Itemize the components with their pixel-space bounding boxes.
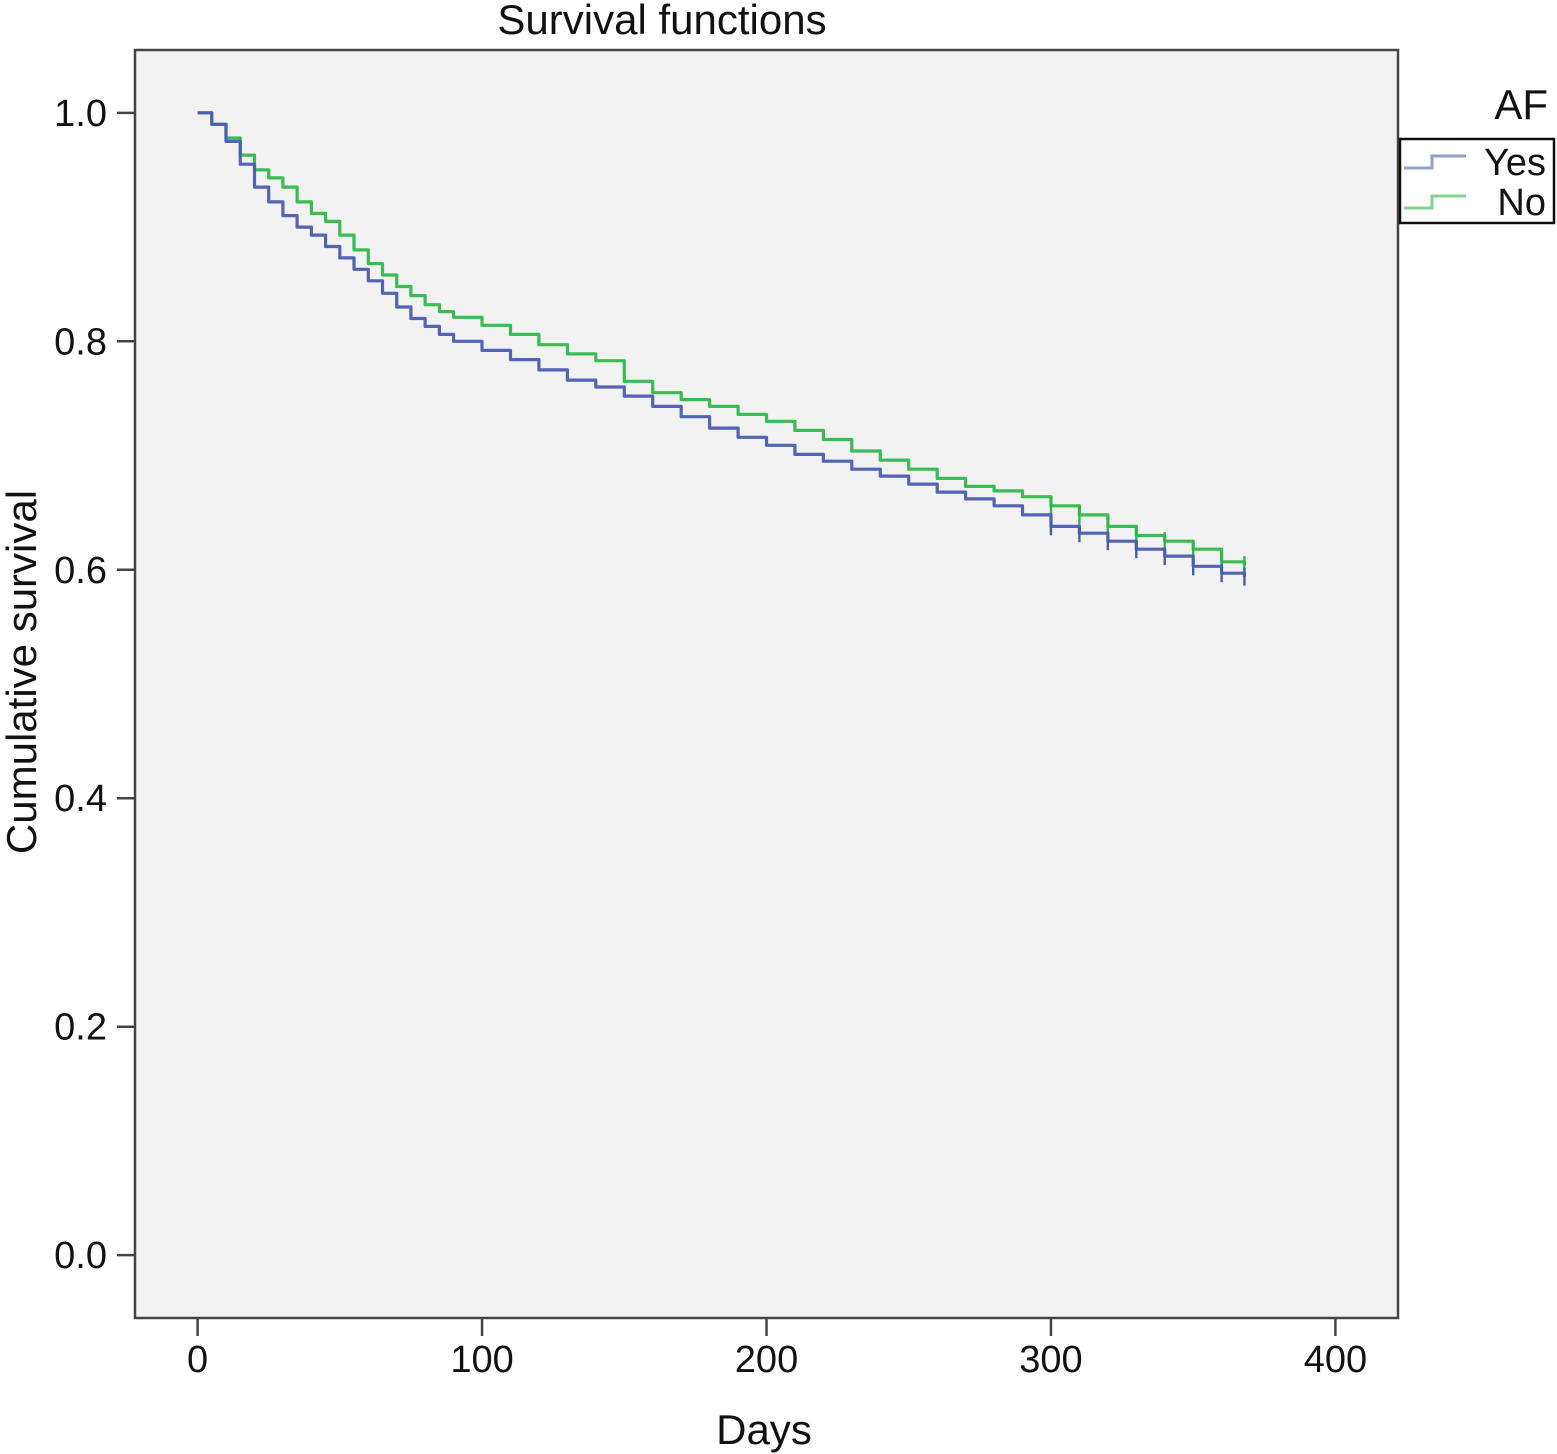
x-tick-label: 0 bbox=[187, 1339, 208, 1381]
legend-swatch-yes bbox=[1404, 154, 1466, 170]
legend-box bbox=[1398, 137, 1556, 225]
y-tick-label: 1.0 bbox=[54, 93, 107, 135]
y-tick-label: 0.6 bbox=[54, 550, 107, 592]
y-tick-label: 0.0 bbox=[54, 1235, 107, 1277]
y-tick-label: 0.2 bbox=[54, 1007, 107, 1049]
x-tick-label: 400 bbox=[1304, 1339, 1367, 1381]
x-tick-label: 100 bbox=[450, 1339, 513, 1381]
chart-title: Survival functions bbox=[497, 0, 826, 43]
y-tick-label: 0.8 bbox=[54, 321, 107, 363]
legend-label-yes: Yes bbox=[1484, 142, 1546, 184]
x-tick-label: 300 bbox=[1019, 1339, 1082, 1381]
plot-background bbox=[133, 48, 1400, 1320]
x-axis-title: Days bbox=[716, 1406, 812, 1453]
y-axis: 0.0 0.2 0.4 0.6 0.8 1.0 bbox=[54, 93, 135, 1277]
x-axis: 0 100 200 300 400 bbox=[187, 1318, 1367, 1381]
series-line-no bbox=[197, 111, 1246, 566]
legend-title: AF bbox=[1494, 81, 1548, 128]
legend-swatch-no bbox=[1404, 194, 1466, 210]
series-line-yes bbox=[197, 111, 1246, 577]
x-tick-label: 200 bbox=[735, 1339, 798, 1381]
legend-label-no: No bbox=[1497, 182, 1546, 224]
y-axis-title: Cumulative survival bbox=[0, 490, 45, 854]
y-tick-label: 0.4 bbox=[54, 778, 107, 820]
series-layer bbox=[197, 111, 1246, 586]
